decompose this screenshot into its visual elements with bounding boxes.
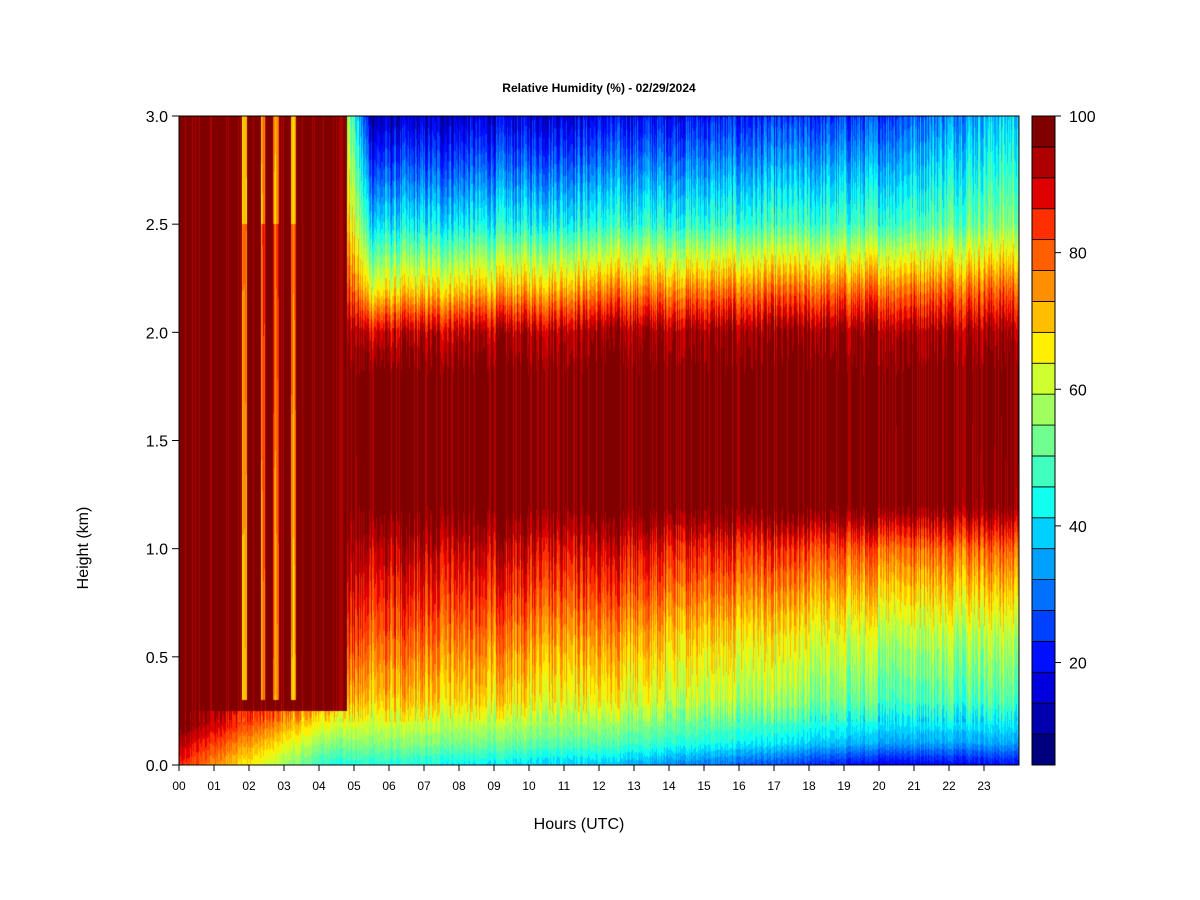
colorbar-swatch: [1031, 115, 1056, 148]
y-tick-label: 3.0: [146, 109, 168, 126]
colorbar-swatch: [1031, 486, 1056, 519]
y-tick-label: 2.0: [146, 325, 168, 342]
colorbar-swatch: [1031, 239, 1056, 271]
colorbar-swatch: [1031, 579, 1056, 611]
x-tick-label: 07: [417, 779, 431, 793]
x-tick-label: 14: [662, 779, 676, 793]
colorbar-swatch: [1031, 177, 1056, 210]
colorbar-swatch: [1031, 733, 1056, 766]
x-tick-label: 03: [277, 779, 291, 793]
y-tick-label: 1.0: [146, 542, 168, 559]
x-tick-label: 10: [522, 779, 536, 793]
heatmap-field: [179, 116, 1019, 765]
colorbar-swatch: [1031, 671, 1056, 704]
x-tick-label: 05: [347, 779, 361, 793]
x-tick-label: 17: [767, 779, 781, 793]
colorbar-swatch: [1031, 640, 1056, 673]
x-tick-label: 06: [382, 779, 396, 793]
x-tick-label: 21: [907, 779, 921, 793]
colorbar-swatch: [1031, 331, 1056, 364]
chart-title: Relative Humidity (%) - 02/29/2024: [502, 81, 696, 95]
x-tick-label: 00: [172, 779, 186, 793]
colorbar-swatch: [1031, 702, 1056, 735]
colorbar-swatch: [1031, 455, 1056, 488]
x-tick-label: 22: [942, 779, 956, 793]
colorbar-tick-label: 60: [1069, 382, 1087, 399]
colorbar-swatch: [1031, 517, 1056, 550]
y-axis: 0.0 0.5 1.0 1.5 2.0 2.5 3.0: [146, 109, 180, 775]
colorbar-swatch: [1031, 270, 1056, 302]
y-axis-label: Height (km): [75, 507, 92, 590]
x-tick-label: 20: [872, 779, 886, 793]
colorbar-tick-label: 20: [1069, 656, 1087, 673]
colorbar-swatch: [1031, 610, 1056, 642]
colorbar-frame: [1031, 115, 1056, 766]
x-tick-label: 02: [242, 779, 256, 793]
x-tick-label: 13: [627, 779, 641, 793]
colorbar-swatch: [1031, 146, 1056, 179]
x-tick-label: 16: [732, 779, 746, 793]
x-axis-label: Hours (UTC): [534, 816, 625, 833]
colorbar-swatch: [1031, 393, 1056, 426]
x-tick-label: 04: [312, 779, 326, 793]
x-tick-label: 08: [452, 779, 466, 793]
x-tick-label: 18: [802, 779, 816, 793]
x-tick-label: 12: [592, 779, 606, 793]
x-tick-label: 09: [487, 779, 501, 793]
y-tick-label: 0.0: [146, 758, 168, 775]
colorbar-swatch: [1031, 424, 1056, 457]
colorbar-tick-label: 80: [1069, 246, 1087, 263]
colorbar-ticks: 20 40 60 80 100: [1055, 109, 1096, 673]
y-tick-label: 0.5: [146, 650, 168, 667]
colorbar-swatch: [1031, 301, 1056, 333]
y-tick-label: 2.5: [146, 217, 168, 234]
x-tick-label: 11: [558, 779, 571, 793]
colorbar-swatch: [1031, 362, 1056, 395]
colorbar-tick-label: 100: [1069, 109, 1096, 126]
x-tick-label: 23: [977, 779, 991, 793]
x-tick-label: 15: [697, 779, 711, 793]
colorbar-swatch: [1031, 548, 1056, 580]
x-axis: 00 01 02 03 04 05 06 07 08 09 10 11 12 13 14 15 16 17 18 19…: [172, 765, 991, 793]
colorbar-swatch: [1031, 208, 1056, 241]
x-tick-label: 01: [207, 779, 221, 793]
x-tick-label: 19: [837, 779, 851, 793]
colorbar: [1031, 115, 1056, 766]
colorbar-tick-label: 40: [1069, 519, 1087, 536]
y-tick-label: 1.5: [146, 434, 168, 451]
